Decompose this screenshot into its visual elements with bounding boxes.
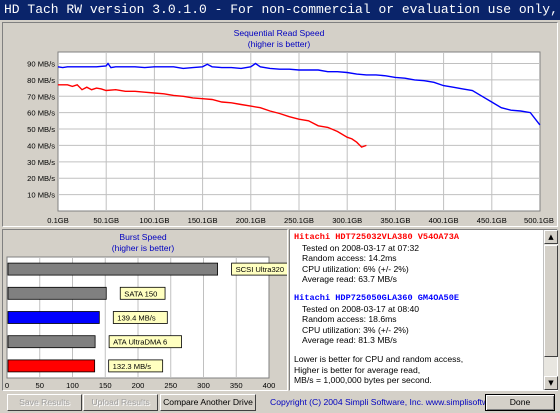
burst-x-tick-label: 0 [5, 381, 9, 390]
done-button[interactable]: Done [485, 394, 555, 411]
scroll-down-button[interactable]: ▼ [544, 376, 558, 390]
burst-x-tick-label: 200 [132, 381, 145, 390]
burst-chart-subtitle: (higher is better) [112, 243, 175, 253]
burst-bar [7, 311, 100, 324]
burst-x-tick-label: 400 [263, 381, 276, 390]
seq-y-tick-label: 60 MB/s [27, 109, 55, 118]
burst-bar-label-box [108, 335, 182, 349]
seq-x-tick-label: 150.1GB [188, 216, 218, 225]
burst-bar-label: SCSI Ultra320 [236, 265, 285, 274]
burst-bar-label-box [112, 311, 168, 324]
seq-y-tick-label: 20 MB/s [27, 174, 55, 183]
sequential-read-panel: Sequential Read Speed (higher is better)… [2, 22, 558, 227]
scroll-up-button[interactable]: ▲ [544, 230, 558, 244]
window-title: HD Tach RW version 3.0.1.0 - For non-com… [0, 0, 560, 20]
burst-x-tick-label: 100 [66, 381, 79, 390]
seq-x-tick-label: 100.1GB [139, 216, 169, 225]
seq-y-tick-label: 90 MB/s [27, 59, 55, 68]
burst-speed-panel: Burst Speed (higher is better) SCSI Ultr… [2, 229, 300, 391]
seq-x-tick-label: 350.1GB [380, 216, 410, 225]
seq-y-tick-label: 30 MB/s [27, 158, 55, 167]
seq-y-tick-label: 70 MB/s [27, 92, 55, 101]
results-scrollbar[interactable]: ▲ ▼ [543, 230, 558, 390]
seq-x-tick-label: 50.1GB [93, 216, 119, 225]
burst-bar-label: ATA UltraDMA 6 [113, 338, 167, 347]
drive2-average-read: Average read: 81.3 MB/s [302, 335, 397, 346]
burst-bar [7, 359, 96, 373]
seq-x-tick-label: 250.1GB [284, 216, 314, 225]
seq-x-tick-label: 0.1GB [47, 216, 69, 225]
seq-y-tick-label: 50 MB/s [27, 125, 55, 134]
seq-x-tick-label: 200.1GB [236, 216, 266, 225]
seq-series-blue-line [57, 62, 541, 126]
burst-bar-label: 139.4 MB/s [117, 314, 156, 323]
burst-x-tick-label: 50 [36, 381, 44, 390]
drive2-name: Hitachi HDP725050GLA360 GM4OA50E [294, 292, 460, 303]
seq-y-tick-label: 40 MB/s [27, 141, 55, 150]
burst-x-tick-label: 150 [99, 381, 112, 390]
burst-bar-label: SATA 150 [124, 289, 157, 298]
burst-bar [7, 286, 107, 300]
burst-bar [7, 335, 96, 349]
drive2-random-access: Random access: 18.6ms [302, 314, 397, 325]
seq-x-tick-label: 500.1GB [524, 216, 554, 225]
footer-line-1: Lower is better for CPU and random acces… [294, 353, 464, 364]
upload-results-button[interactable]: Upload Results [83, 394, 158, 411]
results-text: Hitachi HDT725032VLA380 V54OA73A Tested … [290, 230, 543, 390]
burst-bar [7, 262, 219, 276]
drive1-random-access: Random access: 14.2ms [302, 253, 397, 264]
burst-x-tick-label: 300 [197, 381, 210, 390]
drive1-cpu: CPU utilization: 6% (+/- 2%) [302, 263, 409, 274]
sequential-read-chart: Sequential Read Speed (higher is better)… [27, 28, 554, 225]
seq-x-tick-label: 300.1GB [332, 216, 362, 225]
burst-x-tick-label: 250 [164, 381, 177, 390]
burst-x-tick-label: 350 [230, 381, 243, 390]
drive1-average-read: Average read: 63.7 MB/s [302, 274, 397, 285]
results-panel: Hitachi HDT725032VLA380 V54OA73A Tested … [289, 229, 558, 391]
footer-line-2: Higher is better for average read, [294, 364, 421, 375]
scroll-thumb[interactable] [544, 245, 558, 357]
burst-bar-label: 132.3 MB/s [113, 362, 152, 371]
drive1-tested: Tested on 2008-03-17 at 07:32 [302, 242, 420, 253]
drive2-cpu: CPU utilization: 3% (+/- 2%) [302, 324, 409, 335]
seq-y-tick-label: 80 MB/s [27, 76, 55, 85]
footer-line-3: MB/s = 1,000,000 bytes per second. [294, 375, 432, 386]
burst-bar-label-box [119, 286, 166, 300]
copyright-link[interactable]: Copyright (C) 2004 Simpli Software, Inc.… [270, 397, 520, 407]
seq-x-tick-label: 450.1GB [477, 216, 507, 225]
save-results-button[interactable]: Save Results [7, 394, 82, 411]
seq-series-red-line [57, 83, 367, 148]
seq-y-tick-label: 10 MB/s [27, 191, 55, 200]
seq-x-tick-label: 400.1GB [429, 216, 459, 225]
compare-another-drive-button[interactable]: Compare Another Drive [160, 394, 256, 411]
drive2-tested: Tested on 2008-03-17 at 08:40 [302, 303, 420, 314]
burst-bar-label-box [108, 359, 164, 373]
drive1-name: Hitachi HDT725032VLA380 V54OA73A [294, 232, 460, 242]
seq-chart-subtitle: (higher is better) [248, 39, 311, 49]
seq-chart-title: Sequential Read Speed [234, 28, 325, 38]
burst-speed-chart: Burst Speed (higher is better) SCSI Ultr… [5, 232, 300, 390]
burst-chart-title: Burst Speed [119, 232, 167, 242]
